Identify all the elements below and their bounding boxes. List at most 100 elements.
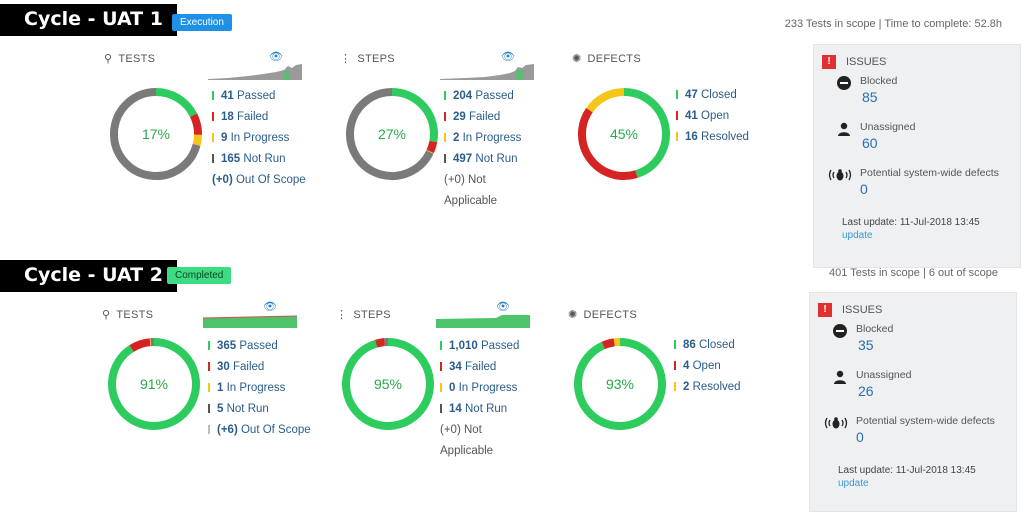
steps-donut-slice[interactable] [391, 88, 438, 143]
legend-item[interactable]: 41 Open [676, 106, 749, 127]
tests-trend-sparkline[interactable] [203, 312, 297, 328]
legend-item[interactable]: 14 Not Run [440, 399, 519, 420]
legend-item[interactable]: 1,010 Passed [440, 336, 519, 357]
legend-item[interactable]: 2 Resolved [674, 377, 741, 398]
tests-donut-slice[interactable] [108, 338, 200, 430]
defects-donut-slice[interactable] [586, 88, 625, 113]
legend-swatch [444, 133, 446, 142]
legend-swatch [674, 340, 676, 349]
defects-percent: 93% [606, 376, 634, 392]
legend-swatch [674, 382, 676, 391]
bug-broadcast-icon [824, 417, 848, 429]
legend-swatch [440, 362, 442, 371]
steps-trend-sparkline[interactable] [440, 62, 534, 80]
defects-donut-slice[interactable] [574, 338, 666, 430]
steps-legend: 1,010 Passed 34 Failed 0 In Progress 14 … [440, 336, 519, 462]
legend-item-out-of-scope[interactable]: (+0) Out Of Scope [212, 174, 306, 186]
legend-swatch [208, 341, 210, 350]
legend-item[interactable]: 9 In Progress [212, 128, 306, 149]
issue-count: 0 [856, 429, 864, 445]
tests-donut-slice[interactable] [110, 88, 201, 180]
scope-summary: 233 Tests in scope | Time to complete: 5… [784, 18, 1002, 30]
legend-item[interactable]: 47 Closed [676, 85, 749, 106]
steps-trend-sparkline[interactable] [436, 312, 530, 328]
tests-percent: 17% [142, 126, 170, 142]
legend-item[interactable]: 497 Not Run [444, 149, 521, 170]
legend-item[interactable]: 5 Not Run [208, 399, 311, 420]
cycle-uat-1: Cycle - UAT 1 Execution 233 Tests in sco… [0, 0, 1024, 268]
legend-item[interactable]: 41 Passed [212, 86, 306, 107]
eye-icon[interactable]: 👁 [496, 301, 510, 313]
defects-donut: 93% [574, 338, 666, 430]
minus-circle-icon [833, 324, 847, 338]
legend-item[interactable]: 4 Open [674, 356, 741, 377]
legend-item[interactable]: 29 Failed [444, 107, 521, 128]
steps-donut-slice[interactable] [342, 338, 434, 430]
legend-swatch [208, 425, 210, 434]
tests-header: ⚲ TESTS [102, 309, 154, 321]
legend-swatch [676, 132, 678, 141]
legend-swatch [208, 362, 210, 371]
legend-item[interactable]: 2 In Progress [444, 128, 521, 149]
legend-item[interactable]: 16 Resolved [676, 127, 749, 148]
steps-donut-slice[interactable] [426, 140, 438, 154]
tests-donut: 17% [110, 88, 202, 180]
legend-item[interactable]: 1 In Progress [208, 378, 311, 399]
person-icon [834, 370, 846, 384]
defects-legend: 47 Closed 41 Open 16 Resolved [676, 85, 749, 148]
issues-header: ! ISSUES [822, 55, 886, 69]
legend-swatch [212, 154, 214, 163]
legend-item[interactable]: 34 Failed [440, 357, 519, 378]
defects-donut-slice[interactable] [623, 88, 670, 178]
legend-item[interactable]: 365 Passed [208, 336, 311, 357]
legend-item-not-applicable[interactable]: (+0) Not [444, 174, 486, 186]
cycle-title: Cycle - UAT 2 [0, 260, 177, 292]
tests-percent: 91% [140, 376, 168, 392]
steps-donut: 27% [346, 88, 438, 180]
steps-header: ⋮ STEPS [336, 309, 391, 321]
eye-icon[interactable]: 👁 [269, 51, 283, 63]
legend-swatch [440, 341, 442, 350]
issue-count: 60 [862, 135, 878, 151]
legend-item[interactable]: 18 Failed [212, 107, 306, 128]
tests-donut-slice[interactable] [155, 88, 198, 118]
steps-donut-slice[interactable] [375, 338, 385, 348]
update-link[interactable]: update [838, 478, 869, 489]
defects-donut-slice[interactable] [601, 338, 615, 350]
legend-swatch [676, 90, 678, 99]
steps-percent: 27% [378, 126, 406, 142]
legend-item[interactable]: 86 Closed [674, 335, 741, 356]
tests-header: ⚲ TESTS [104, 53, 156, 65]
alert-flag-icon: ! [822, 55, 836, 69]
tests-donut-slice[interactable] [189, 113, 202, 135]
update-link[interactable]: update [842, 230, 873, 241]
issues-panel: ! ISSUES Blocked 35 Unassigned 26 Potenti… [809, 292, 1017, 512]
eye-icon[interactable]: 👁 [501, 51, 515, 63]
legend-swatch [676, 111, 678, 120]
tests-donut-slice[interactable] [129, 338, 151, 352]
legend-swatch [208, 383, 210, 392]
legend-item-out-of-scope[interactable]: (+6) Out Of Scope [208, 420, 311, 441]
last-update: Last update: 11-Jul-2018 13:45 [842, 217, 980, 228]
eye-icon[interactable]: 👁 [263, 301, 277, 313]
legend-item[interactable]: 165 Not Run [212, 149, 306, 170]
dots-vertical-icon: ⋮ [336, 309, 348, 321]
cycle-title: Cycle - UAT 1 [0, 4, 177, 36]
steps-donut-slice[interactable] [346, 88, 434, 180]
legend-item[interactable]: 30 Failed [208, 357, 311, 378]
tests-trend-sparkline[interactable] [208, 62, 302, 80]
issue-count: 35 [858, 337, 874, 353]
defects-donut-slice[interactable] [578, 107, 638, 180]
tests-donut-slice[interactable] [192, 134, 202, 146]
dots-vertical-icon: ⋮ [340, 53, 352, 65]
bug-broadcast-icon [828, 169, 852, 181]
status-badge: Completed [167, 267, 232, 284]
defects-donut: 45% [578, 88, 670, 180]
issues-panel: ! ISSUES Blocked 85 Unassigned 60 Potenti… [813, 44, 1021, 268]
legend-item-not-applicable[interactable]: (+0) Not [440, 424, 482, 436]
legend-item[interactable]: 204 Passed [444, 86, 521, 107]
legend-item[interactable]: 0 In Progress [440, 378, 519, 399]
steps-donut: 95% [342, 338, 434, 430]
legend-item-not-applicable-cont: Applicable [440, 445, 494, 457]
legend-swatch [444, 91, 446, 100]
